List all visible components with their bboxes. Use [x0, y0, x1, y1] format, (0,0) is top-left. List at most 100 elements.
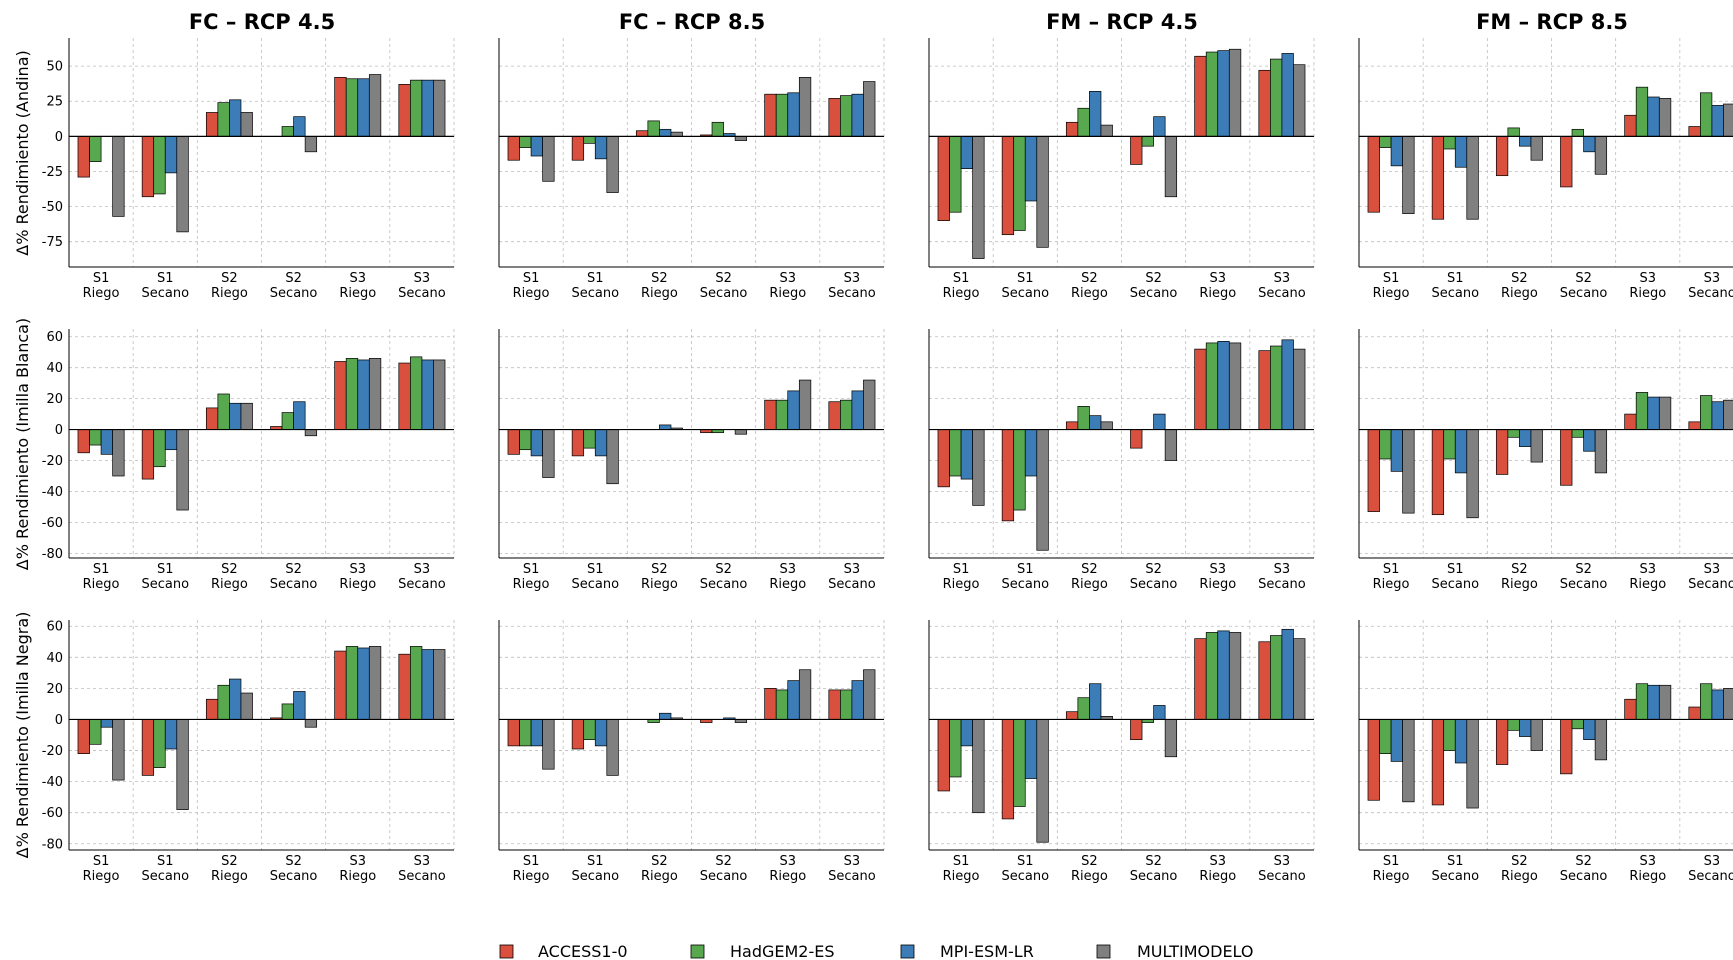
x-tick-label: S2 — [715, 271, 732, 286]
bar-multimodelo — [1228, 342, 1242, 430]
x-tick-label: S1 — [1383, 271, 1400, 286]
bar-mpi-esm-lr — [1647, 684, 1660, 720]
bar-hadgem2-es — [89, 719, 102, 745]
bar-hadgem2-es — [410, 646, 423, 720]
y-tick-label: -80 — [42, 837, 63, 852]
bar-multimodelo — [798, 669, 812, 720]
bar-mpi-esm-lr — [1390, 429, 1403, 472]
bar-hadgem2-es — [775, 399, 789, 430]
bar-access1-0 — [1194, 638, 1207, 720]
bar-access1-0 — [398, 653, 411, 720]
x-tick-label: Riego — [769, 286, 806, 301]
x-tick-label: S2 — [221, 271, 238, 286]
x-tick-label: S3 — [1209, 271, 1226, 286]
x-tick-label: Riego — [641, 286, 678, 301]
x-tick-label: Riego — [1071, 286, 1108, 301]
bar-multimodelo — [1402, 429, 1415, 514]
bar-multimodelo — [176, 135, 189, 233]
bar-hadgem2-es — [281, 703, 294, 720]
x-tick-label: S2 — [285, 562, 302, 577]
bar-access1-0 — [77, 429, 90, 454]
bar-hadgem2-es — [647, 120, 660, 137]
bar-mpi-esm-lr — [787, 680, 800, 720]
x-tick-label: S2 — [715, 562, 732, 577]
x-tick-label: Secano — [1258, 286, 1306, 301]
bar-hadgem2-es — [281, 126, 294, 137]
x-tick-label: S1 — [1017, 271, 1034, 286]
bar-mpi-esm-lr — [787, 390, 800, 430]
x-tick-label: S1 — [523, 854, 540, 869]
bar-hadgem2-es — [1013, 135, 1026, 231]
x-tick-label: S1 — [157, 562, 174, 577]
bar-mpi-esm-lr — [851, 93, 864, 137]
bar-mpi-esm-lr — [229, 402, 242, 430]
bar-hadgem2-es — [1205, 51, 1219, 137]
bar-mpi-esm-lr — [421, 359, 434, 430]
x-tick-label: S1 — [587, 854, 604, 869]
x-tick-label: S2 — [1575, 562, 1592, 577]
bar-access1-0 — [205, 112, 219, 137]
x-tick-label: Secano — [828, 869, 876, 884]
bar-access1-0 — [1065, 121, 1079, 137]
bar-mpi-esm-lr — [1217, 50, 1230, 137]
bar-mpi-esm-lr — [1711, 401, 1724, 430]
bar-mpi-esm-lr — [1281, 628, 1294, 720]
bar-multimodelo — [863, 669, 876, 720]
bar-multimodelo — [112, 135, 125, 217]
bar-hadgem2-es — [1270, 635, 1283, 720]
bar-hadgem2-es — [153, 135, 166, 195]
bar-multimodelo — [304, 719, 318, 728]
x-tick-label: Secano — [270, 869, 318, 884]
panel-imilla-negra-fm-rcp85: S1RiegoS1SecanoS2RiegoS2SecanoS3RiegoS3S… — [1358, 620, 1733, 884]
bar-mpi-esm-lr — [357, 78, 370, 137]
bar-access1-0 — [507, 719, 520, 747]
x-tick-label: Secano — [1258, 869, 1306, 884]
x-tick-label: Riego — [513, 869, 550, 884]
x-tick-label: Secano — [141, 577, 189, 592]
bar-access1-0 — [828, 98, 841, 137]
x-tick-label: Riego — [1199, 286, 1236, 301]
bar-multimodelo — [798, 379, 812, 430]
x-tick-label: S2 — [1511, 854, 1528, 869]
bar-hadgem2-es — [519, 719, 532, 747]
x-tick-label: Riego — [83, 577, 120, 592]
bar-mpi-esm-lr — [293, 116, 306, 137]
x-tick-label: Riego — [1629, 869, 1666, 884]
legend-label-multimodelo: MULTIMODELO — [1137, 942, 1253, 960]
bar-multimodelo — [606, 429, 619, 485]
bar-multimodelo — [240, 112, 253, 137]
y-tick-label: -80 — [42, 547, 63, 562]
bar-access1-0 — [141, 135, 155, 198]
x-tick-label: Secano — [1688, 286, 1733, 301]
bar-multimodelo — [606, 135, 619, 193]
bar-mpi-esm-lr — [357, 359, 370, 430]
bar-mpi-esm-lr — [594, 135, 608, 160]
x-tick-label: S1 — [953, 562, 970, 577]
x-tick-label: S1 — [1017, 854, 1034, 869]
bar-access1-0 — [571, 429, 585, 457]
x-tick-label: S1 — [93, 562, 110, 577]
y-tick-label: -40 — [42, 485, 63, 500]
bar-multimodelo — [433, 649, 446, 720]
x-tick-label: S1 — [1383, 562, 1400, 577]
bar-mpi-esm-lr — [659, 712, 672, 720]
x-tick-label: Secano — [1001, 286, 1049, 301]
bar-access1-0 — [334, 361, 347, 430]
bar-hadgem2-es — [217, 393, 230, 430]
bar-mpi-esm-lr — [1711, 105, 1724, 137]
bar-hadgem2-es — [217, 684, 230, 720]
bar-hadgem2-es — [1205, 342, 1219, 430]
bar-hadgem2-es — [1700, 92, 1713, 137]
bar-multimodelo — [433, 359, 446, 430]
bar-access1-0 — [1624, 698, 1637, 720]
x-tick-label: S1 — [523, 562, 540, 577]
row-label-andina: Δ% Rendimiento (Andina) — [13, 50, 32, 256]
bar-access1-0 — [1001, 135, 1015, 236]
bar-multimodelo — [1723, 399, 1733, 430]
y-tick-label: 50 — [46, 60, 63, 75]
x-tick-label: S1 — [93, 854, 110, 869]
x-tick-label: Riego — [339, 286, 376, 301]
row-labels: Δ% Rendimiento (Andina) Δ% Rendimiento (… — [13, 50, 32, 858]
x-tick-label: S2 — [1511, 562, 1528, 577]
x-tick-label: Riego — [1629, 286, 1666, 301]
